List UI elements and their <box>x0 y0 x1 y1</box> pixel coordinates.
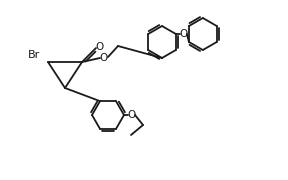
Text: O: O <box>180 29 188 39</box>
Text: O: O <box>128 110 136 120</box>
Text: O: O <box>96 42 104 52</box>
Text: O: O <box>100 53 108 63</box>
Text: Br: Br <box>28 50 40 60</box>
